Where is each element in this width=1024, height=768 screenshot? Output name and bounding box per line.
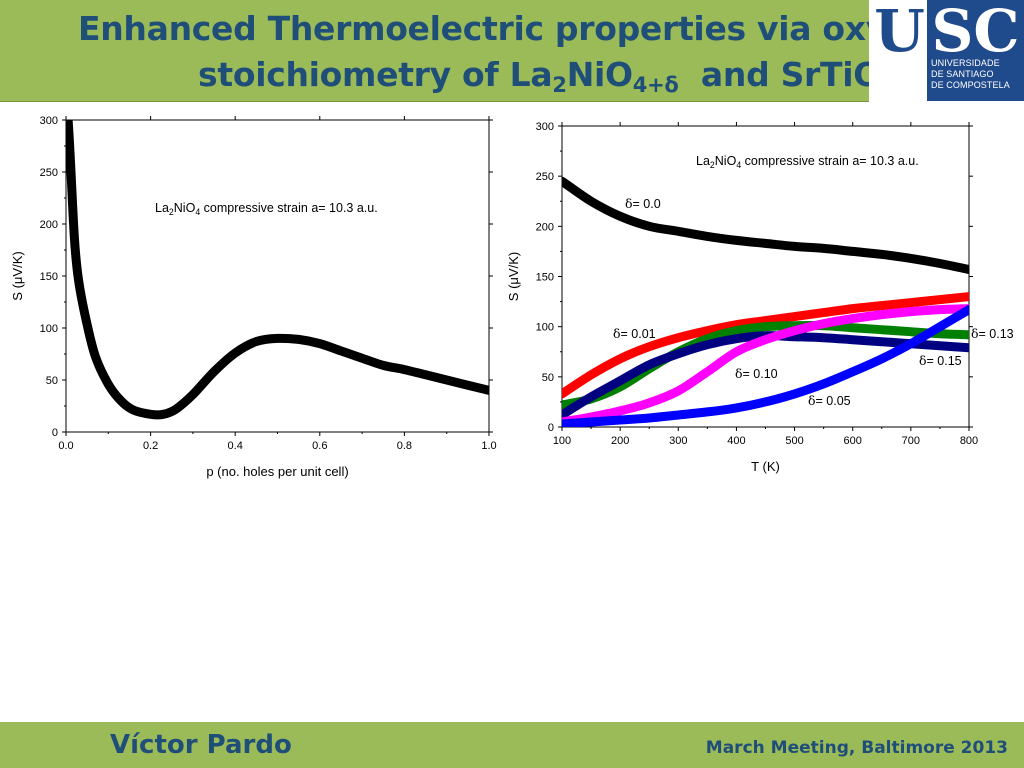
series-label-6: δ= 0.05	[808, 393, 851, 408]
chart-annotation-part: 2	[710, 160, 715, 170]
delta-symbol: δ	[919, 353, 927, 368]
title-line-1: Enhanced Thermoelectric properties via o…	[78, 9, 956, 48]
series-label-value: = 0.0	[633, 197, 661, 211]
y-tick-label: 150	[536, 272, 554, 284]
y-tick-label: 50	[46, 375, 58, 387]
x-tick-label: 0.8	[397, 440, 412, 452]
logo-blue-block: SC UNIVERSIDADE DE SANTIAGO DE COMPOSTEL…	[927, 0, 1024, 101]
y-tick-label: 100	[536, 322, 554, 334]
title-nio: NiO	[566, 55, 633, 94]
series-label-value: = 0.10	[743, 367, 778, 381]
x-tick-label: 500	[785, 435, 803, 447]
title-sub-delta: 4+δ	[632, 73, 679, 97]
x-tick-label: 1.0	[481, 440, 496, 452]
chart-seebeck-vs-holes: 0.0 0.2 0.4 0.6 0.8 1.0 0 50 100 150 200 250 300 p (n…	[10, 115, 497, 479]
x-tick-label: 0.6	[312, 440, 327, 452]
venue-text: March Meeting, Baltimore 2013	[705, 738, 1008, 758]
delta-symbol: δ	[625, 196, 633, 211]
y-tick-label: 250	[40, 167, 58, 179]
title-sub-2: 2	[552, 73, 567, 97]
series-label-3: δ= 0.13	[971, 326, 1014, 341]
x-tick-label: 100	[553, 435, 571, 447]
x-tick-label: 0.4	[228, 440, 243, 452]
y-axis-label: S (μV/K)	[506, 252, 521, 301]
series-label-value: = 0.01	[621, 327, 656, 341]
series-label-5: δ= 0.10	[735, 366, 778, 381]
chart-annotation-part: 2	[169, 207, 174, 217]
logo-line-2: DE SANTIAGO	[931, 69, 994, 79]
chart-seebeck-vs-temperature: 100 200 300 400 500 600 700 800 0 50 100 150 200 250 3…	[506, 121, 1014, 474]
series-label-value: = 0.15	[927, 354, 962, 368]
y-tick-label: 250	[536, 171, 554, 183]
x-tick-label: 0.2	[143, 440, 158, 452]
author-name: Víctor Pardo	[110, 730, 292, 760]
chart-annotation-part: compressive strain a= 10.3 a.u.	[200, 201, 378, 215]
y-tick-label: 300	[536, 121, 554, 133]
chart-annotation-part: 4	[736, 160, 741, 170]
logo-line-3: DE COMPOSTELA	[931, 80, 1010, 90]
y-tick-label: 100	[40, 323, 58, 335]
chart-annotation: La2NiO4 compressive strain a= 10.3 a.u.	[155, 201, 378, 217]
delta-symbol: δ	[735, 366, 743, 381]
chart-annotation-part: La	[155, 201, 169, 215]
x-tick-label: 600	[844, 435, 862, 447]
series-label-value: = 0.05	[816, 394, 851, 408]
y-tick-label: 200	[536, 221, 554, 233]
series-line-5	[562, 304, 969, 427]
x-tick-label: 800	[960, 435, 978, 447]
title-line-2-prefix: stoichiometry of La	[198, 55, 553, 94]
x-axis-label: p (no. holes per unit cell)	[206, 464, 348, 479]
usc-logo: U SC UNIVERSIDADE DE SANTIAGO DE COMPOST…	[869, 0, 1024, 101]
plot-frame	[65, 119, 490, 433]
x-tick-label: 400	[727, 435, 745, 447]
series-line-3	[562, 320, 969, 410]
series-label-2: δ= 0.01	[613, 326, 656, 341]
y-tick-label: 50	[542, 372, 554, 384]
title-line-2: stoichiometry of La2NiO4+δ and SrTiO3	[0, 52, 896, 98]
title-bar: Enhanced Thermoelectric properties via o…	[0, 0, 956, 102]
title-and: and SrTiO	[700, 55, 882, 94]
x-axis-label: T (K)	[751, 459, 780, 474]
logo-letter-u: U	[873, 0, 926, 101]
chart-annotation-part: NiO	[715, 154, 737, 168]
logo-university-name: UNIVERSIDADE DE SANTIAGO DE COMPOSTELA	[931, 58, 1010, 91]
delta-symbol: δ	[971, 326, 979, 341]
y-tick-label: 0	[52, 427, 58, 439]
footer-bar: Víctor Pardo March Meeting, Baltimore 20…	[0, 722, 1024, 768]
series-label-1: δ= 0.0	[625, 196, 661, 211]
y-tick-label: 150	[40, 271, 58, 283]
series-line-6	[562, 305, 969, 427]
series-line-1	[66, 120, 489, 420]
y-axis-label: S (μV/K)	[10, 251, 25, 300]
series-line-2	[562, 292, 969, 399]
y-tick-label: 200	[40, 219, 58, 231]
chart-annotation-part: NiO	[174, 201, 196, 215]
chart-annotation: La2NiO4 compressive strain a= 10.3 a.u.	[696, 154, 919, 170]
delta-symbol: δ	[613, 326, 621, 341]
delta-symbol: δ	[808, 393, 816, 408]
y-tick-label: 0	[548, 422, 554, 434]
logo-letters-sc: SC	[931, 0, 1020, 65]
chart-annotation-part: La	[696, 154, 710, 168]
series-label-value: = 0.13	[979, 327, 1014, 341]
logo-line-1: UNIVERSIDADE	[931, 58, 1000, 68]
chart-annotation-part: 4	[195, 207, 200, 217]
series-label-4: δ= 0.15	[919, 353, 962, 368]
x-tick-label: 300	[669, 435, 687, 447]
x-tick-label: 700	[902, 435, 920, 447]
y-tick-label: 300	[40, 115, 58, 127]
slide-title: Enhanced Thermoelectric properties via o…	[0, 6, 956, 98]
x-tick-label: 0.0	[58, 440, 73, 452]
series-line-1	[562, 176, 969, 274]
chart-annotation-part: compressive strain a= 10.3 a.u.	[741, 154, 919, 168]
x-tick-label: 200	[611, 435, 629, 447]
